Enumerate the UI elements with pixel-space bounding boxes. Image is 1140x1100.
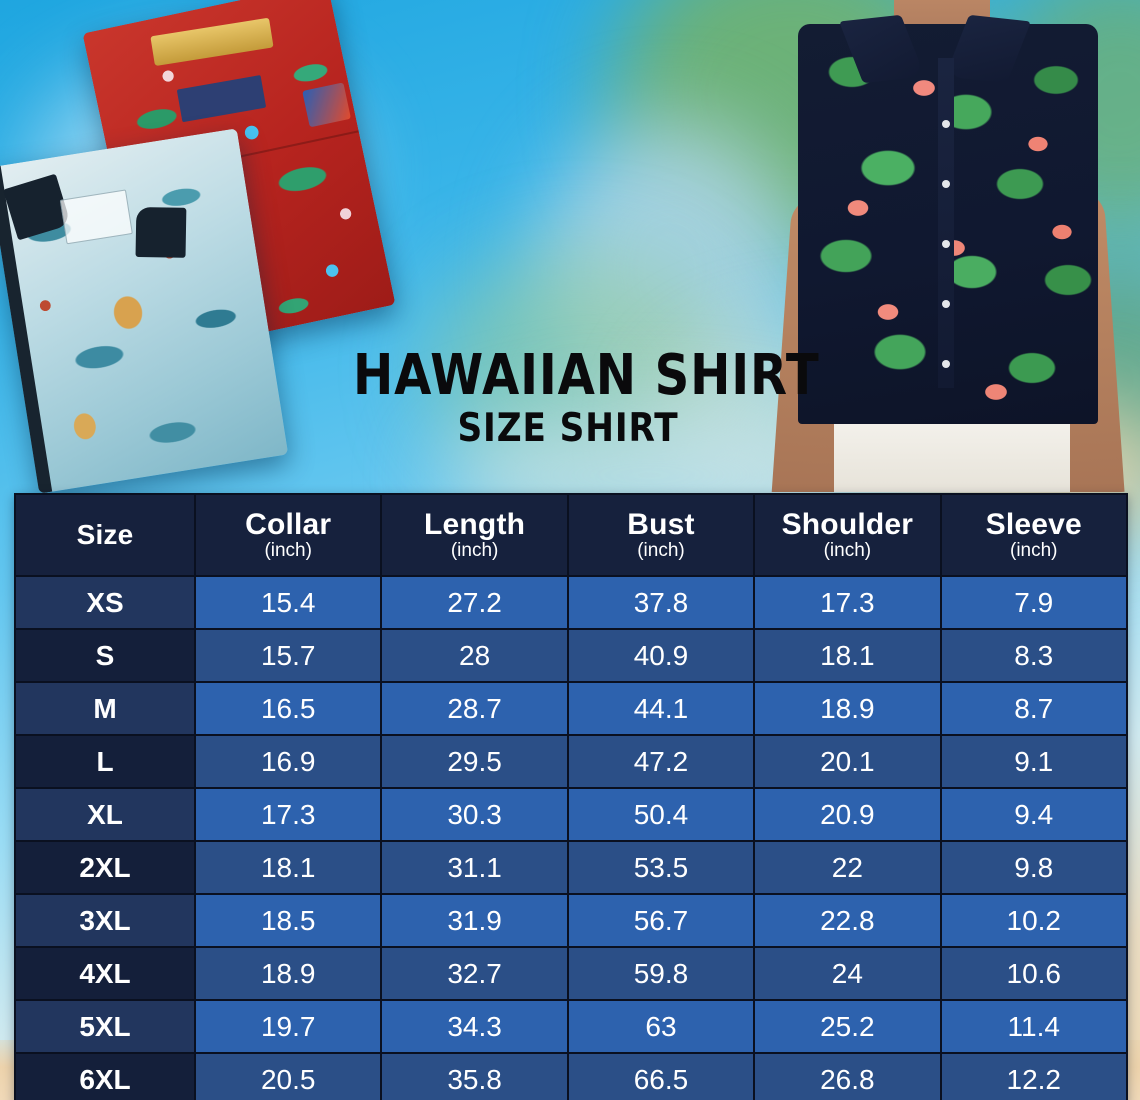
cell-bust: 56.7 xyxy=(566,893,756,948)
cell-length: 34.3 xyxy=(380,999,569,1054)
cell-collar: 15.7 xyxy=(193,628,383,683)
cell-sleeve: 10.2 xyxy=(939,893,1128,948)
table-row: S 15.7 28 40.9 18.1 8.3 xyxy=(14,628,1128,683)
cell-shoulder: 20.1 xyxy=(753,734,942,789)
cell-sleeve: 12.2 xyxy=(939,1052,1128,1100)
cell-collar: 18.1 xyxy=(193,840,383,895)
cell-length: 32.7 xyxy=(380,946,569,1001)
shirt-logo-patch xyxy=(301,82,351,128)
column-header-sleeve: Sleeve (inch) xyxy=(939,493,1128,577)
cell-collar: 16.5 xyxy=(193,681,383,736)
cell-shoulder: 20.9 xyxy=(753,787,942,842)
cell-sleeve: 9.4 xyxy=(939,787,1128,842)
cell-bust: 66.5 xyxy=(566,1052,756,1100)
cell-size: L xyxy=(14,734,196,789)
cell-bust: 44.1 xyxy=(566,681,756,736)
cell-length: 27.2 xyxy=(380,575,569,630)
cell-length: 28.7 xyxy=(380,681,569,736)
shirt-brand-label xyxy=(176,74,267,123)
column-header-size: Size xyxy=(14,493,196,577)
table-header-row: Size Collar (inch) Length (inch) Bust (i… xyxy=(14,493,1128,577)
table-body: XS 15.4 27.2 37.8 17.3 7.9 S 15.7 28 40.9 18.1 8.3 M… xyxy=(14,575,1128,1100)
cell-sleeve: 8.7 xyxy=(939,681,1128,736)
table-header: Size Collar (inch) Length (inch) Bust (i… xyxy=(14,493,1128,577)
cell-collar: 18.9 xyxy=(193,946,383,1001)
cell-shoulder: 18.1 xyxy=(753,628,942,683)
table-row: 5XL 19.7 34.3 63 25.2 11.4 xyxy=(14,999,1128,1054)
cell-length: 35.8 xyxy=(380,1052,569,1100)
shirt-button xyxy=(942,180,950,188)
shirt-collar-band xyxy=(150,17,274,66)
shirt-collar-right xyxy=(135,206,187,258)
cell-collar: 15.4 xyxy=(193,575,383,630)
cell-collar: 18.5 xyxy=(193,893,383,948)
cell-sleeve: 8.3 xyxy=(939,628,1128,683)
page-subtitle: SIZE SHIRT xyxy=(457,406,679,451)
table-row: 2XL 18.1 31.1 53.5 22 9.8 xyxy=(14,840,1128,895)
cell-size: XL xyxy=(14,787,196,842)
cell-sleeve: 9.1 xyxy=(939,734,1128,789)
column-header-length: Length (inch) xyxy=(380,493,569,577)
cell-shoulder: 22 xyxy=(753,840,942,895)
cell-length: 29.5 xyxy=(380,734,569,789)
cell-bust: 50.4 xyxy=(566,787,756,842)
table-row: XL 17.3 30.3 50.4 20.9 9.4 xyxy=(14,787,1128,842)
cell-sleeve: 7.9 xyxy=(939,575,1128,630)
cell-shoulder: 22.8 xyxy=(753,893,942,948)
table-row: M 16.5 28.7 44.1 18.9 8.7 xyxy=(14,681,1128,736)
cell-length: 28 xyxy=(380,628,569,683)
cell-sleeve: 10.6 xyxy=(939,946,1128,1001)
cell-collar: 19.7 xyxy=(193,999,383,1054)
cell-bust: 63 xyxy=(566,999,756,1054)
shirt-pocket xyxy=(59,189,133,245)
cell-size: XS xyxy=(14,575,196,630)
shirt-button xyxy=(942,240,950,248)
shirt-button xyxy=(942,120,950,128)
model-shirt-placket xyxy=(938,58,954,388)
cell-bust: 40.9 xyxy=(566,628,756,683)
cell-sleeve: 9.8 xyxy=(939,840,1128,895)
cell-length: 30.3 xyxy=(380,787,569,842)
cell-sleeve: 11.4 xyxy=(939,999,1128,1054)
table-row: XS 15.4 27.2 37.8 17.3 7.9 xyxy=(14,575,1128,630)
cell-bust: 59.8 xyxy=(566,946,756,1001)
table-row: L 16.9 29.5 47.2 20.1 9.1 xyxy=(14,734,1128,789)
cell-shoulder: 17.3 xyxy=(753,575,942,630)
cell-length: 31.9 xyxy=(380,893,569,948)
cell-collar: 16.9 xyxy=(193,734,383,789)
column-header-bust: Bust (inch) xyxy=(566,493,756,577)
cell-size: S xyxy=(14,628,196,683)
column-header-collar: Collar (inch) xyxy=(193,493,383,577)
cell-size: 4XL xyxy=(14,946,196,1001)
cell-shoulder: 24 xyxy=(753,946,942,1001)
cell-bust: 53.5 xyxy=(566,840,756,895)
table-row: 4XL 18.9 32.7 59.8 24 10.6 xyxy=(14,946,1128,1001)
shirt-button xyxy=(942,360,950,368)
cell-collar: 20.5 xyxy=(193,1052,383,1100)
cell-shoulder: 26.8 xyxy=(753,1052,942,1100)
cell-size: M xyxy=(14,681,196,736)
cell-size: 3XL xyxy=(14,893,196,948)
page-title-block: HAWAIIAN SHIRT SIZE SHIRT xyxy=(318,343,820,451)
cell-collar: 17.3 xyxy=(193,787,383,842)
size-chart-table: Size Collar (inch) Length (inch) Bust (i… xyxy=(14,493,1128,1100)
table-row: 6XL 20.5 35.8 66.5 26.8 12.2 xyxy=(14,1052,1128,1100)
cell-size: 6XL xyxy=(14,1052,196,1100)
cell-bust: 37.8 xyxy=(566,575,756,630)
model-photo xyxy=(742,0,1140,492)
table-row: 3XL 18.5 31.9 56.7 22.8 10.2 xyxy=(14,893,1128,948)
column-header-shoulder: Shoulder (inch) xyxy=(753,493,942,577)
cell-size: 2XL xyxy=(14,840,196,895)
blue-hawaiian-shirt-image xyxy=(0,128,289,494)
shirt-button xyxy=(942,300,950,308)
page-title: HAWAIIAN SHIRT xyxy=(353,343,820,408)
cell-bust: 47.2 xyxy=(566,734,756,789)
cell-size: 5XL xyxy=(14,999,196,1054)
cell-shoulder: 25.2 xyxy=(753,999,942,1054)
cell-shoulder: 18.9 xyxy=(753,681,942,736)
cell-length: 31.1 xyxy=(380,840,569,895)
